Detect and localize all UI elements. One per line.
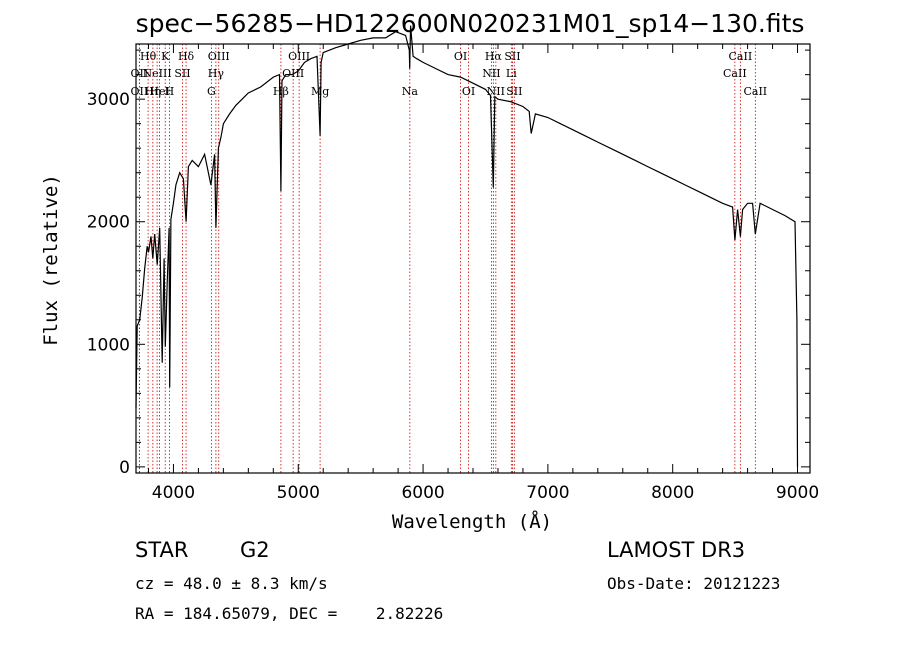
line-marker-label: OI bbox=[454, 50, 467, 63]
y-tick-label: 1000 bbox=[87, 335, 130, 355]
line-marker-label: Mg bbox=[311, 85, 329, 98]
line-marker-label: SII bbox=[504, 50, 520, 63]
line-marker-label: Hδ bbox=[178, 50, 195, 63]
line-marker-label: OII bbox=[131, 67, 149, 80]
line-marker-label: H bbox=[165, 85, 175, 98]
line-marker-label: SII bbox=[174, 67, 190, 80]
x-tick-label: 9000 bbox=[776, 483, 819, 503]
redshift-value: cz = 48.0 ± 8.3 km/s bbox=[135, 574, 328, 593]
object-type: STAR bbox=[135, 538, 189, 562]
x-tick-label: 6000 bbox=[401, 483, 444, 503]
line-marker-label: CaII bbox=[723, 67, 747, 80]
line-marker-label: HeI bbox=[149, 85, 169, 98]
y-tick-label: 3000 bbox=[87, 90, 130, 110]
line-marker-label: SII bbox=[506, 85, 522, 98]
observation-date: Obs-Date: 20121223 bbox=[607, 574, 781, 593]
x-tick-label: 4000 bbox=[152, 483, 195, 503]
x-axis-ticks: 4000 5000 6000 7000 8000 9000 bbox=[147, 44, 819, 503]
line-marker-labels: HθOIIOIIHηNeIIIHeIKHSIIHδGHγOIIIHβOIIIOI… bbox=[131, 50, 768, 98]
line-marker-label: NeIII bbox=[143, 67, 172, 80]
line-marker-label: OIII bbox=[288, 50, 310, 63]
line-marker-label: Na bbox=[402, 85, 419, 98]
line-marker-label: Hη bbox=[145, 85, 161, 98]
x-tick-label: 5000 bbox=[277, 483, 320, 503]
line-marker-label: NII bbox=[487, 85, 505, 98]
coordinates: RA = 184.65079, DEC = 2.82226 bbox=[135, 604, 444, 623]
y-tick-label: 0 bbox=[119, 458, 130, 478]
survey-name: LAMOST DR3 bbox=[607, 538, 746, 562]
line-marker-label: NII bbox=[482, 67, 500, 80]
x-tick-label: 8000 bbox=[651, 483, 694, 503]
line-marker-label: OIII bbox=[208, 50, 230, 63]
line-marker-label: CaII bbox=[729, 50, 753, 63]
line-marker-label: K bbox=[161, 50, 170, 63]
line-marker-label: CaII bbox=[743, 85, 767, 98]
line-markers bbox=[138, 44, 756, 473]
line-marker-label: OI bbox=[462, 85, 475, 98]
line-marker-label: Hβ bbox=[273, 85, 289, 98]
y-axis-ticks: 0 1000 2000 3000 bbox=[87, 49, 810, 478]
spectrum-series-line bbox=[135, 25, 799, 467]
x-tick-label: 7000 bbox=[526, 483, 569, 503]
line-marker-label: Hα bbox=[485, 50, 503, 63]
chart-title: spec−56285−HD122600N020231M01_sp14−130.f… bbox=[136, 9, 805, 38]
line-marker-label: G bbox=[207, 85, 216, 98]
y-axis-label: Flux (relative) bbox=[40, 174, 62, 346]
y-tick-label: 2000 bbox=[87, 213, 130, 233]
line-marker-label: Li bbox=[506, 67, 517, 80]
line-marker-label: OII bbox=[131, 85, 149, 98]
line-marker-label: Hθ bbox=[140, 50, 157, 63]
line-marker-label: Hγ bbox=[208, 67, 225, 80]
spectral-subclass: G2 bbox=[240, 538, 270, 562]
x-axis-label: Wavelength (Å) bbox=[392, 510, 552, 533]
plot-frame bbox=[135, 43, 811, 474]
